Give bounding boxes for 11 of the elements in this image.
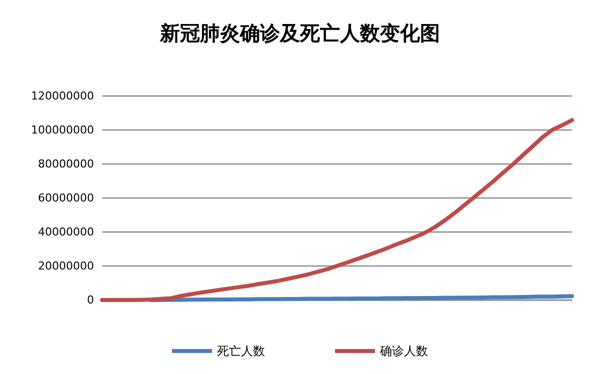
y-tick-label: 0	[87, 294, 94, 306]
y-tick-label: 80000000	[38, 158, 94, 170]
y-tick-label: 100000000	[31, 124, 94, 136]
y-tick-label: 120000000	[31, 90, 94, 102]
legend-label: 确诊人数	[379, 344, 428, 358]
y-tick-label: 20000000	[38, 260, 94, 272]
line-series	[100, 118, 574, 302]
y-tick-label: 60000000	[38, 192, 94, 204]
legend-label: 死亡人数	[217, 344, 265, 358]
y-tick-label: 40000000	[38, 226, 94, 238]
chart-title: 新冠肺炎确诊及死亡人数变化图	[159, 21, 440, 45]
